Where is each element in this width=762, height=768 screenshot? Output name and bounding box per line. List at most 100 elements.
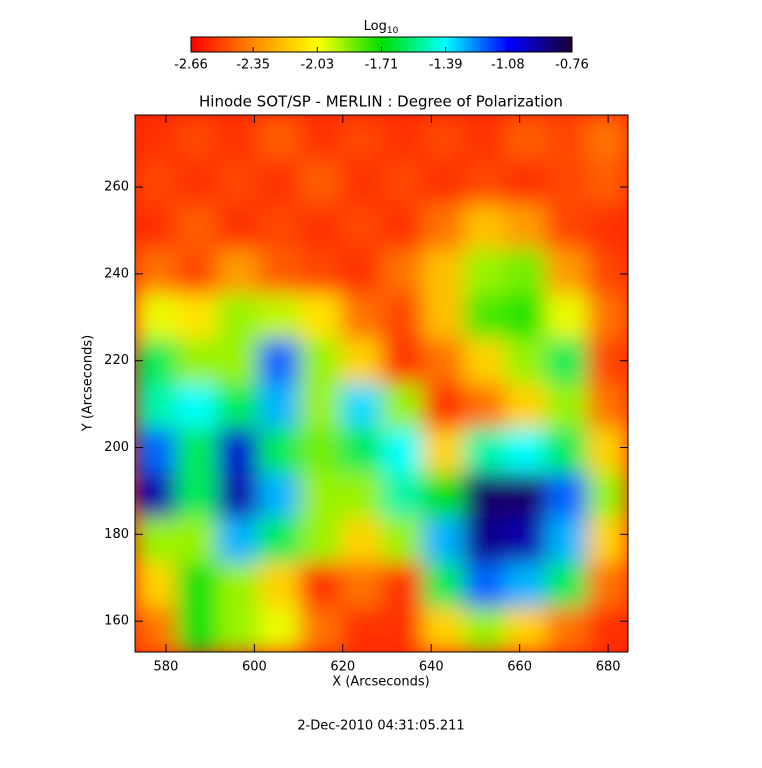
heatmap-cell: [422, 473, 465, 519]
heatmap-cell: [504, 338, 547, 384]
heatmap-cell: [299, 249, 341, 295]
heatmap-cell: [381, 383, 424, 429]
heatmap-cell: [217, 428, 259, 474]
heatmap-cell: [176, 159, 218, 205]
heatmap-cell: [381, 159, 424, 205]
heatmap-cell: [381, 517, 424, 563]
heatmap-cell: [545, 204, 588, 250]
heatmap-cell: [463, 517, 506, 563]
y-tick-label: 200: [104, 440, 129, 455]
heatmap-cell: [299, 115, 341, 161]
heatmap-cell: [299, 204, 341, 250]
heatmap-cell: [422, 159, 465, 205]
heatmap-cell: [545, 159, 588, 205]
heatmap-cell: [217, 517, 259, 563]
colorbar-tick-label: -1.08: [491, 58, 525, 73]
x-tick-label: 620: [330, 660, 355, 675]
heatmap-cell: [545, 338, 588, 384]
heatmap-cell: [258, 294, 300, 340]
heatmap-cell: [258, 115, 300, 161]
heatmap-cell: [463, 159, 506, 205]
y-tick-label: 260: [104, 180, 129, 195]
heatmap-cell: [504, 294, 547, 340]
heatmap-cell: [135, 249, 177, 295]
heatmap-cell: [258, 249, 300, 295]
heatmap-cell: [422, 562, 465, 608]
heatmap-cell: [217, 562, 259, 608]
heatmap-cell: [176, 249, 218, 295]
colorbar-tick-label: -1.71: [365, 58, 399, 73]
y-tick-label: 160: [104, 614, 129, 629]
heatmap-cell: [504, 473, 547, 519]
heatmap-cell: [176, 338, 218, 384]
heatmap-cell: [340, 383, 382, 429]
x-tick-label: 640: [419, 660, 444, 675]
heatmap-cell: [381, 249, 424, 295]
heatmap-cell: [258, 517, 300, 563]
heatmap-cell: [176, 517, 218, 563]
heatmap-cell: [586, 562, 628, 608]
heatmap-cell: [217, 473, 259, 519]
heatmap-cell: [217, 607, 259, 652]
heatmap-cell: [504, 607, 547, 652]
heatmap-cells: [135, 115, 628, 652]
x-tick-label: 600: [242, 660, 267, 675]
heatmap-cell: [422, 115, 465, 161]
heatmap-cell: [135, 428, 177, 474]
heatmap-cell: [299, 159, 341, 205]
heatmap-cell: [381, 607, 424, 652]
x-tick-label: 580: [154, 660, 179, 675]
heatmap-cell: [299, 294, 341, 340]
heatmap-cell: [586, 428, 628, 474]
heatmap-cell: [463, 428, 506, 474]
heatmap-cell: [135, 338, 177, 384]
heatmap-cell: [135, 473, 177, 519]
heatmap-cell: [586, 607, 628, 652]
heatmap-cell: [422, 249, 465, 295]
colorbar-tick-label: -2.03: [301, 58, 335, 73]
heatmap-cell: [217, 249, 259, 295]
heatmap-cell: [545, 562, 588, 608]
heatmap-cell: [340, 294, 382, 340]
heatmap-cell: [217, 338, 259, 384]
heatmap-cell: [217, 115, 259, 161]
heatmap-cell: [381, 562, 424, 608]
heatmap-cell: [299, 517, 341, 563]
heatmap-cell: [176, 473, 218, 519]
x-axis-label: X (Arcseconds): [332, 675, 429, 690]
heatmap-cell: [422, 517, 465, 563]
heatmap-cell: [586, 249, 628, 295]
heatmap-cell: [463, 473, 506, 519]
heatmap-cell: [135, 517, 177, 563]
plot-area: [135, 115, 628, 652]
heatmap-cell: [340, 249, 382, 295]
colorbar-label: Log10: [364, 19, 399, 36]
heatmap-cell: [217, 159, 259, 205]
heatmap-cell: [586, 517, 628, 563]
heatmap-cell: [258, 338, 300, 384]
colorbar-tick-label: -0.76: [555, 58, 589, 73]
heatmap-cell: [545, 428, 588, 474]
colorbar-label-main: Log: [364, 19, 387, 34]
heatmap-cell: [422, 294, 465, 340]
heatmap-cell: [545, 383, 588, 429]
y-axis-label: Y (Arcseconds): [81, 335, 96, 432]
heatmap-cell: [176, 428, 218, 474]
heatmap-cell: [299, 383, 341, 429]
heatmap-cell: [545, 249, 588, 295]
heatmap-cell: [340, 338, 382, 384]
heatmap-cell: [422, 338, 465, 384]
plot-frame: [134, 114, 629, 653]
heatmap-cell: [340, 204, 382, 250]
heatmap-cell: [463, 249, 506, 295]
heatmap-cell: [258, 428, 300, 474]
y-tick-label: 240: [104, 266, 129, 281]
heatmap-cell: [340, 159, 382, 205]
heatmap-cell: [176, 607, 218, 652]
heatmap-cell: [586, 115, 628, 161]
heatmap-cell: [586, 159, 628, 205]
heatmap-cell: [135, 204, 177, 250]
heatmap-cell: [504, 383, 547, 429]
heatmap-cell: [299, 562, 341, 608]
heatmap-cell: [340, 428, 382, 474]
